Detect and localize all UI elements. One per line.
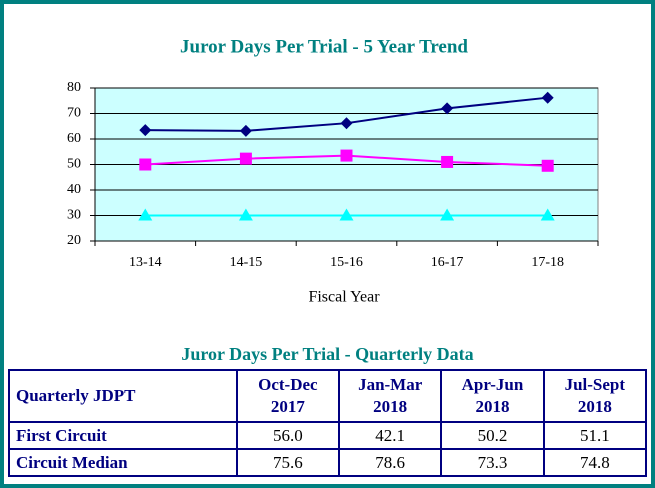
marker — [239, 124, 252, 137]
marker — [441, 102, 454, 115]
chart: Juror Days Per Trial - 5 Year Trend Fisc… — [67, 36, 599, 306]
y-tick-label: 70 — [67, 106, 81, 121]
cell: 56.0 — [235, 421, 341, 450]
y-tick-label: 20 — [67, 233, 81, 248]
y-tick-label: 30 — [67, 208, 81, 223]
row-label: Circuit Median — [8, 448, 238, 477]
x-tick-label: 13-14 — [129, 255, 162, 270]
marker — [541, 159, 554, 172]
marker — [340, 149, 353, 162]
header-cell: Jan-Mar 2018 — [338, 369, 443, 423]
table-title: Juror Days Per Trial - Quarterly Data — [181, 344, 474, 364]
marker — [138, 208, 153, 221]
cell: 51.1 — [542, 421, 648, 450]
y-tick-label: 40 — [67, 182, 81, 197]
cell: 74.8 — [542, 448, 648, 477]
cell: 75.6 — [235, 448, 341, 477]
marker — [540, 208, 555, 221]
table-row: Circuit Median 75.6 78.6 73.3 74.8 — [8, 448, 648, 477]
marker — [441, 155, 454, 168]
y-tick-label: 50 — [67, 157, 81, 172]
cell: 73.3 — [440, 448, 545, 477]
header-cell: Jul-Sept 2018 — [542, 369, 648, 423]
marker — [139, 124, 152, 137]
x-tick-label: 15-16 — [330, 255, 363, 270]
x-tick-label: 16-17 — [431, 255, 464, 270]
header-row: Quarterly JDPT Oct-Dec 2017 Jan-Mar 2018 Ap… — [8, 369, 648, 423]
x-axis-label: Fiscal Year — [308, 289, 380, 306]
cell: 50.2 — [440, 421, 545, 450]
marker — [440, 208, 455, 221]
y-tick-label: 60 — [67, 131, 81, 146]
header-cell: Oct-Dec 2017 — [235, 369, 341, 423]
x-tick-label: 17-18 — [531, 255, 564, 270]
table-row: First Circuit 56.0 42.1 50.2 51.1 — [8, 421, 648, 450]
marker — [541, 91, 554, 104]
marker — [238, 208, 253, 221]
y-tick-label: 80 — [67, 80, 81, 95]
x-tick-label: 14-15 — [230, 255, 263, 270]
row-label: First Circuit — [8, 421, 238, 450]
chart-title: Juror Days Per Trial - 5 Year Trend — [180, 36, 468, 57]
cell: 78.6 — [338, 448, 443, 477]
header-cell: Apr-Jun 2018 — [440, 369, 545, 423]
marker — [340, 117, 353, 130]
marker — [139, 158, 152, 171]
marker — [239, 152, 252, 165]
marker — [339, 208, 354, 221]
cell: 42.1 — [338, 421, 443, 450]
data-table: Quarterly JDPT Oct-Dec 2017 Jan-Mar 2018 Ap… — [8, 369, 648, 477]
header-cell: Quarterly JDPT — [8, 369, 238, 423]
